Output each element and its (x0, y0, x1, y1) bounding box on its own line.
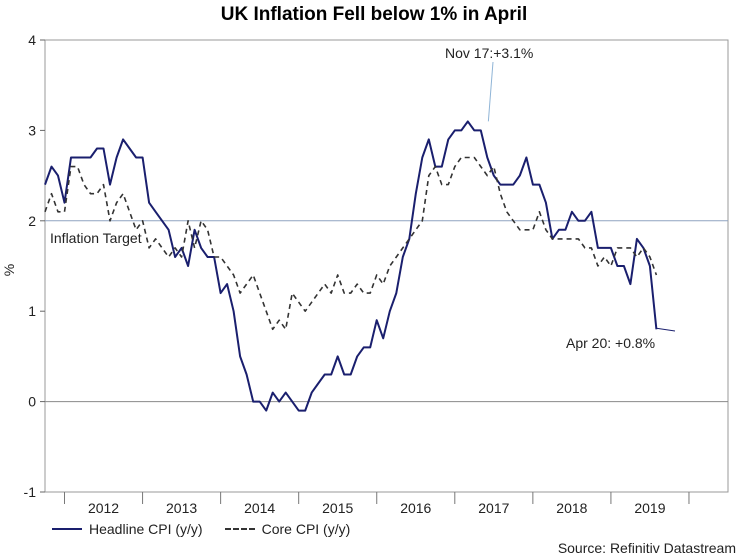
plot-frame (44, 39, 729, 493)
annotation-leader-latest (656, 327, 676, 332)
annotation-latest: Apr 20: +0.8% (566, 335, 655, 351)
series-line-headline (44, 120, 658, 412)
y-tick-label: -1 (24, 484, 37, 500)
y-tick-label: 2 (28, 213, 36, 229)
legend-swatch-headline (52, 528, 82, 530)
x-tick-label: 2019 (634, 500, 665, 516)
y-tick-label: 0 (28, 394, 36, 410)
legend-swatch-core (224, 528, 255, 530)
x-tick-label: 2016 (400, 500, 431, 516)
y-tick-label: 3 (28, 122, 36, 138)
legend: Headline CPI (y/y) Core CPI (y/y) (52, 521, 372, 537)
x-tick-label: 2012 (88, 500, 119, 516)
annotation-leader-peak (487, 61, 494, 122)
legend-label-core: Core CPI (y/y) (261, 521, 351, 537)
annotation-peak: Nov 17:+3.1% (445, 45, 533, 61)
y-axis-label: % (1, 264, 17, 276)
x-tick-label: 2018 (556, 500, 587, 516)
y-tick-label: 4 (28, 32, 36, 48)
x-tick-label: 2015 (322, 500, 353, 516)
legend-label-headline: Headline CPI (y/y) (89, 521, 203, 537)
y-tick-label: 1 (28, 303, 36, 319)
x-tick-label: 2014 (244, 500, 275, 516)
x-tick-label: 2013 (166, 500, 197, 516)
chart-title: UK Inflation Fell below 1% in April (220, 4, 528, 25)
x-tick-label: 2017 (478, 500, 509, 516)
source-note: Source: Refinitiv Datastream (557, 540, 736, 556)
target-line-label: Inflation Target (50, 230, 142, 246)
legend-item-headline: Headline CPI (y/y) (52, 521, 203, 537)
legend-item-core: Core CPI (y/y) (224, 521, 351, 537)
series-line-core (44, 156, 658, 331)
